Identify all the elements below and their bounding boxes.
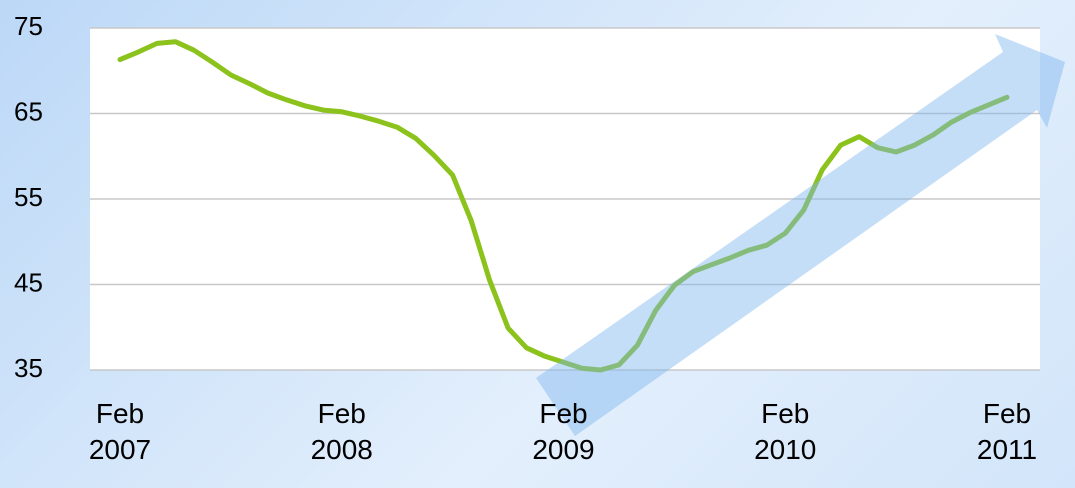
x-tick-label: Feb 2007 — [88, 398, 152, 465]
y-tick-label: 75 — [14, 11, 43, 41]
y-tick-label: 45 — [14, 267, 43, 297]
x-tick-label: Feb 2011 — [976, 398, 1038, 465]
y-tick-label: 65 — [14, 96, 43, 126]
x-tick-label: Feb 2008 — [310, 398, 373, 465]
x-tick-label: Feb 2009 — [532, 398, 595, 465]
y-tick-label: 55 — [14, 182, 43, 212]
marks — [117, 39, 1010, 373]
line — [117, 39, 1010, 373]
x-tick-label: Feb 2010 — [754, 398, 817, 465]
trend-arrow — [536, 34, 1065, 436]
grid — [90, 27, 1040, 371]
y-tick-label: 35 — [14, 353, 43, 383]
